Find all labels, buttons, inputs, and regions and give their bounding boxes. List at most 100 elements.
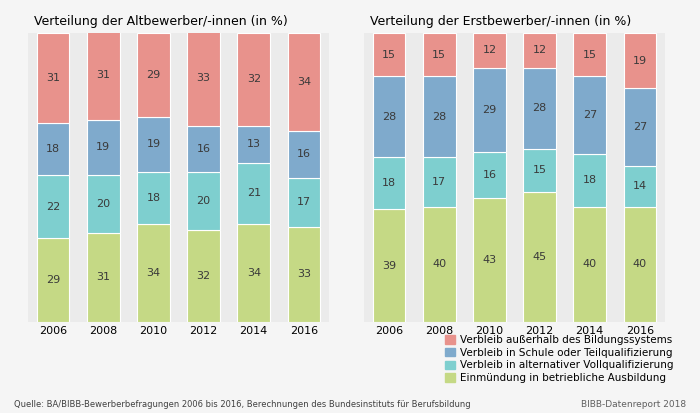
Text: 18: 18 <box>146 193 160 203</box>
Bar <box>237 33 270 126</box>
Bar <box>373 76 405 157</box>
Bar <box>37 123 69 175</box>
Bar <box>137 33 169 117</box>
Text: 33: 33 <box>197 73 211 83</box>
Text: 29: 29 <box>146 70 160 80</box>
Text: 28: 28 <box>533 103 547 113</box>
Text: 18: 18 <box>582 176 597 185</box>
Text: 34: 34 <box>146 268 160 278</box>
Text: Quelle: BA/BIBB-Bewerberbefragungen 2006 bis 2016, Berechnungen des Bundesinstit: Quelle: BA/BIBB-Bewerberbefragungen 2006… <box>14 400 470 409</box>
Text: 21: 21 <box>246 188 261 199</box>
Bar <box>624 88 656 166</box>
Bar <box>237 163 270 224</box>
Bar <box>87 120 120 175</box>
Text: 16: 16 <box>297 150 311 159</box>
Bar <box>188 172 220 230</box>
Bar <box>288 131 320 178</box>
Bar <box>188 126 220 172</box>
Text: BIBB-Datenreport 2018: BIBB-Datenreport 2018 <box>581 400 686 409</box>
Text: 45: 45 <box>533 252 547 262</box>
Bar <box>237 224 270 322</box>
Text: 14: 14 <box>633 181 647 191</box>
Text: Verteilung der Altbewerber/-innen (in %): Verteilung der Altbewerber/-innen (in %) <box>34 15 288 28</box>
Text: 29: 29 <box>482 104 496 115</box>
Text: 16: 16 <box>197 144 211 154</box>
Bar <box>87 30 120 120</box>
Bar <box>37 175 69 238</box>
Text: 16: 16 <box>482 170 496 180</box>
Bar <box>137 172 169 224</box>
Bar <box>473 152 505 198</box>
Text: 34: 34 <box>246 268 261 278</box>
Text: 34: 34 <box>297 77 311 87</box>
Text: 43: 43 <box>482 255 496 265</box>
Text: 40: 40 <box>633 259 647 269</box>
Bar <box>473 198 505 322</box>
Text: 15: 15 <box>433 50 447 60</box>
Bar <box>473 33 505 68</box>
Bar <box>288 178 320 227</box>
Text: 27: 27 <box>633 122 647 132</box>
Text: 15: 15 <box>382 50 396 60</box>
Text: 28: 28 <box>382 112 396 122</box>
Bar <box>624 206 656 322</box>
Bar <box>423 76 456 157</box>
Text: 31: 31 <box>46 73 60 83</box>
Bar <box>624 166 656 206</box>
Text: 17: 17 <box>432 177 447 187</box>
Text: 20: 20 <box>96 199 111 209</box>
Bar <box>288 33 320 131</box>
Text: 17: 17 <box>297 197 311 207</box>
Bar <box>524 33 556 68</box>
Bar <box>37 238 69 322</box>
Text: Verteilung der Erstbewerber/-innen (in %): Verteilung der Erstbewerber/-innen (in %… <box>370 15 631 28</box>
Bar <box>87 233 120 322</box>
Text: 40: 40 <box>582 259 597 269</box>
Text: 40: 40 <box>432 259 447 269</box>
Bar <box>423 206 456 322</box>
Text: 39: 39 <box>382 261 396 271</box>
Bar <box>237 126 270 163</box>
Text: 31: 31 <box>97 70 111 80</box>
Bar <box>423 157 456 206</box>
Bar <box>87 175 120 233</box>
Bar <box>573 76 606 154</box>
Text: 32: 32 <box>246 74 261 84</box>
Bar <box>624 33 656 88</box>
Bar <box>137 117 169 172</box>
Text: 19: 19 <box>96 142 111 152</box>
Bar <box>137 224 169 322</box>
Bar <box>524 149 556 192</box>
Text: 27: 27 <box>582 110 597 121</box>
Bar <box>373 209 405 322</box>
Bar <box>524 192 556 322</box>
Bar <box>288 227 320 322</box>
Bar <box>524 68 556 149</box>
Legend: Verbleib außerhalb des Bildungssystems, Verbleib in Schule oder Teilqualifizieru: Verbleib außerhalb des Bildungssystems, … <box>444 335 674 383</box>
Text: 12: 12 <box>482 45 496 55</box>
Bar <box>573 206 606 322</box>
Text: 15: 15 <box>582 50 596 60</box>
Bar <box>573 33 606 76</box>
Bar <box>373 33 405 76</box>
Text: 20: 20 <box>197 196 211 206</box>
Text: 18: 18 <box>382 178 396 188</box>
Bar <box>188 30 220 126</box>
Bar <box>37 33 69 123</box>
Text: 13: 13 <box>246 139 260 150</box>
Text: 19: 19 <box>146 139 160 150</box>
Text: 18: 18 <box>46 144 60 154</box>
Bar <box>188 230 220 322</box>
Bar <box>573 154 606 206</box>
Text: 28: 28 <box>432 112 447 122</box>
Text: 33: 33 <box>297 269 311 280</box>
Text: 32: 32 <box>197 271 211 281</box>
Text: 15: 15 <box>533 165 547 176</box>
Text: 19: 19 <box>633 55 647 66</box>
Text: 31: 31 <box>97 272 111 282</box>
Text: 29: 29 <box>46 275 60 285</box>
Text: 22: 22 <box>46 202 60 211</box>
Bar <box>373 157 405 209</box>
Bar <box>423 33 456 76</box>
Bar <box>473 68 505 152</box>
